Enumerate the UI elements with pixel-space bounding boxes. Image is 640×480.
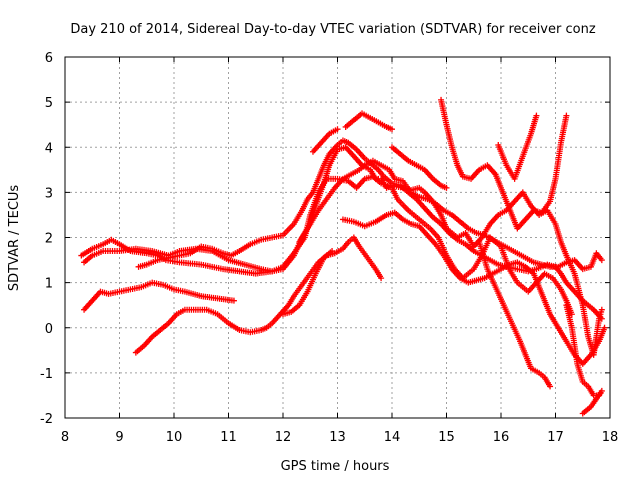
y-tick-label: 4 <box>45 141 53 156</box>
y-tick-label: 2 <box>45 232 53 247</box>
x-tick-label: 10 <box>166 430 183 445</box>
data-point <box>547 383 554 390</box>
data-point <box>230 297 237 304</box>
plot-frame <box>64 56 611 419</box>
series-track-5 <box>81 279 237 313</box>
x-tick-label: 12 <box>275 430 292 445</box>
y-tick-label: -1 <box>40 367 53 382</box>
data-point <box>601 324 608 331</box>
data-point <box>568 311 575 318</box>
series-track-12 <box>438 96 570 232</box>
data-point <box>598 257 605 264</box>
data-point <box>443 184 450 191</box>
y-tick-label: 5 <box>45 96 53 111</box>
x-tick-label: 16 <box>493 430 510 445</box>
x-axis-label: GPS time / hours <box>281 459 390 474</box>
data-point <box>598 315 605 322</box>
data-point <box>334 126 341 133</box>
series-track-14 <box>476 239 554 390</box>
data-point <box>579 410 586 417</box>
x-tick-label: 11 <box>220 430 237 445</box>
data-point <box>378 275 385 282</box>
data-point <box>389 126 395 133</box>
y-axis-label: SDTVAR / TECUs <box>7 185 22 292</box>
data-point <box>598 306 605 313</box>
x-tick-label: 9 <box>115 430 123 445</box>
data-point <box>563 112 570 119</box>
series-track-6 <box>132 234 385 356</box>
data-point <box>533 112 540 119</box>
chart-title: Day 210 of 2014, Sidereal Day-to-day VTE… <box>70 22 595 37</box>
x-tick-label: 8 <box>61 430 69 445</box>
series-track-4 <box>296 157 605 273</box>
series-track-10 <box>309 126 341 155</box>
y-tick-label: 3 <box>45 186 53 201</box>
series-track-13 <box>495 112 540 182</box>
series-track-7 <box>280 248 336 318</box>
series-track-15 <box>563 302 605 417</box>
series-track-9 <box>342 110 395 133</box>
y-tick-label: 6 <box>45 51 53 66</box>
y-tick-label: 1 <box>45 277 53 292</box>
x-tick-label: 17 <box>547 430 564 445</box>
x-tick-label: 18 <box>602 430 619 445</box>
data-points <box>78 96 608 417</box>
x-tick-label: 14 <box>384 430 401 445</box>
x-tick-label: 13 <box>329 430 346 445</box>
series-track-11 <box>389 144 450 191</box>
data-point <box>329 248 336 255</box>
y-tick-label: 0 <box>45 322 53 337</box>
y-tick-label: -2 <box>40 412 53 427</box>
x-tick-label: 15 <box>438 430 455 445</box>
